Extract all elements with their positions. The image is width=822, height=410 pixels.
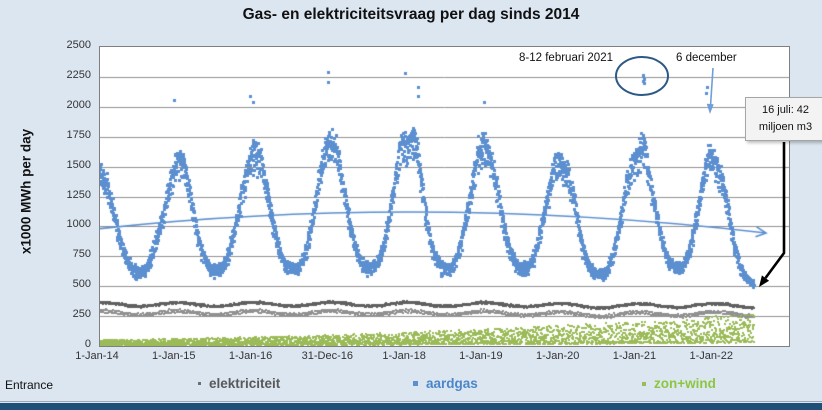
x-tick-label: 1-Jan-15 <box>152 350 196 362</box>
legend-label: aardgas <box>426 376 478 391</box>
x-tick-label: 1-Jan-22 <box>689 350 733 362</box>
y-tick-label: 1250 <box>66 188 91 201</box>
callout-line1: 16 juli: 42 <box>761 104 810 116</box>
y-tick-label: 2500 <box>66 39 91 51</box>
callout-line2: miljoen m3 <box>758 121 813 134</box>
footer-divider <box>0 401 822 402</box>
elektriciteit-marker-icon <box>198 382 201 385</box>
legend-label: elektriciteit <box>209 376 281 391</box>
legend-item-zon-wind: zon+wind <box>642 376 716 391</box>
annotation-callout-16-juli: 16 juli: 42 miljoen m3 <box>745 97 822 142</box>
y-axis-title: x1000 MWh per day <box>18 128 34 255</box>
y-tick-label: 250 <box>72 308 91 321</box>
x-tick-label: 1-Jan-16 <box>228 350 273 362</box>
y-tick-label: 2000 <box>66 98 91 111</box>
legend-item-aardgas: aardgas <box>413 376 478 391</box>
x-tick-label: 1-Jan-19 <box>459 350 503 362</box>
entrance-label: Entrance <box>5 378 54 392</box>
legend-item-elektriciteit: elektriciteit <box>198 376 280 391</box>
scatter-canvas <box>100 47 789 346</box>
y-tick-label: 2250 <box>66 68 91 81</box>
y-tick-label: 0 <box>84 338 91 350</box>
y-tick-label: 500 <box>72 278 91 291</box>
aardgas-marker-icon <box>413 381 418 386</box>
x-tick-label: 1-Jan-14 <box>75 350 119 362</box>
y-tick-label: 1000 <box>66 218 91 231</box>
plot-area <box>99 46 790 347</box>
annotation-6-december: 6 december <box>676 52 737 64</box>
taskbar <box>0 403 822 410</box>
x-tick-label: 31-Dec-16 <box>301 350 353 362</box>
y-tick-label: 1500 <box>66 158 91 171</box>
zon-wind-marker-icon <box>642 381 646 386</box>
chart-title: Gas- en elektriciteitsvraag per dag sind… <box>242 6 580 23</box>
y-tick-label: 1750 <box>66 128 91 141</box>
annotation-februari-2021: 8-12 februari 2021 <box>519 52 613 64</box>
x-tick-label: 1-Jan-18 <box>382 350 426 362</box>
y-tick-label: 750 <box>72 248 91 261</box>
x-tick-label: 1-Jan-21 <box>612 350 657 362</box>
x-tick-label: 1-Jan-20 <box>535 350 580 362</box>
legend-label: zon+wind <box>654 376 716 391</box>
